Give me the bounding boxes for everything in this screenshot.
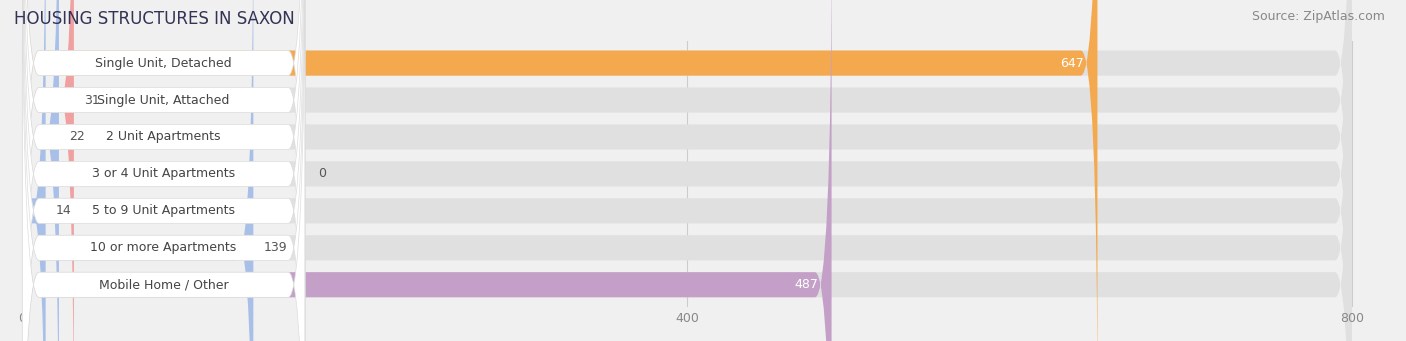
FancyBboxPatch shape xyxy=(22,0,1351,341)
FancyBboxPatch shape xyxy=(22,0,1351,341)
FancyBboxPatch shape xyxy=(22,0,305,341)
Text: 14: 14 xyxy=(56,204,72,217)
Text: 0: 0 xyxy=(318,167,326,180)
FancyBboxPatch shape xyxy=(22,0,1351,341)
FancyBboxPatch shape xyxy=(22,0,831,341)
Text: 3 or 4 Unit Apartments: 3 or 4 Unit Apartments xyxy=(91,167,235,180)
Text: 31: 31 xyxy=(84,93,100,106)
Text: Single Unit, Attached: Single Unit, Attached xyxy=(97,93,229,106)
Text: HOUSING STRUCTURES IN SAXON: HOUSING STRUCTURES IN SAXON xyxy=(14,10,295,28)
FancyBboxPatch shape xyxy=(22,0,1351,341)
Text: Source: ZipAtlas.com: Source: ZipAtlas.com xyxy=(1251,10,1385,23)
FancyBboxPatch shape xyxy=(22,0,305,341)
FancyBboxPatch shape xyxy=(22,0,45,341)
Text: 22: 22 xyxy=(69,131,84,144)
Text: 5 to 9 Unit Apartments: 5 to 9 Unit Apartments xyxy=(93,204,235,217)
FancyBboxPatch shape xyxy=(22,0,1351,341)
FancyBboxPatch shape xyxy=(22,0,1098,341)
Text: 647: 647 xyxy=(1060,57,1084,70)
FancyBboxPatch shape xyxy=(22,0,305,341)
FancyBboxPatch shape xyxy=(22,0,305,341)
Text: 2 Unit Apartments: 2 Unit Apartments xyxy=(107,131,221,144)
FancyBboxPatch shape xyxy=(22,0,1351,341)
FancyBboxPatch shape xyxy=(22,0,305,341)
Text: Mobile Home / Other: Mobile Home / Other xyxy=(98,278,228,291)
FancyBboxPatch shape xyxy=(22,0,59,341)
FancyBboxPatch shape xyxy=(22,0,253,341)
Text: 10 or more Apartments: 10 or more Apartments xyxy=(90,241,236,254)
Text: Single Unit, Detached: Single Unit, Detached xyxy=(96,57,232,70)
FancyBboxPatch shape xyxy=(22,0,75,341)
FancyBboxPatch shape xyxy=(22,0,305,341)
Text: 139: 139 xyxy=(263,241,287,254)
Text: 487: 487 xyxy=(794,278,818,291)
FancyBboxPatch shape xyxy=(22,0,1351,341)
FancyBboxPatch shape xyxy=(22,0,305,341)
